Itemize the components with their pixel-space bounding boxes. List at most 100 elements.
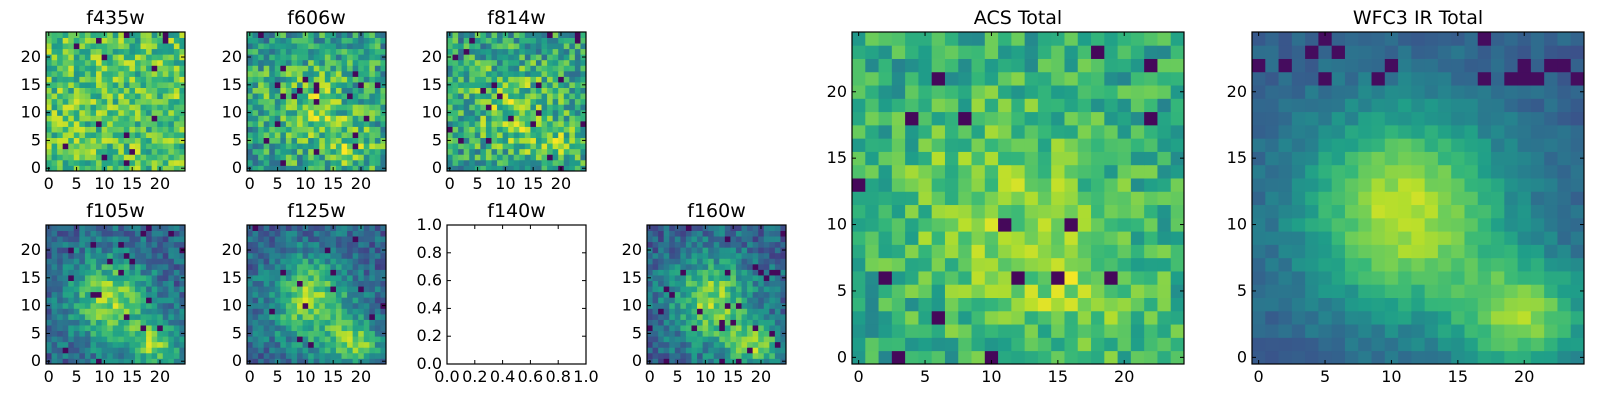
heatmap-cell bbox=[463, 54, 470, 61]
heatmap-cell bbox=[162, 109, 169, 116]
heatmap-cell bbox=[123, 308, 130, 315]
heatmap-cell bbox=[547, 98, 554, 105]
heatmap-cell bbox=[1331, 350, 1346, 365]
heatmap-cell bbox=[358, 126, 365, 133]
y-tick-label: 10 bbox=[21, 296, 41, 315]
heatmap-cell bbox=[958, 71, 972, 86]
heatmap-cell bbox=[84, 263, 91, 270]
heatmap-cell bbox=[998, 191, 1012, 206]
heatmap-cell bbox=[352, 82, 359, 88]
heatmap-cell bbox=[123, 137, 130, 144]
heatmap-cell bbox=[724, 336, 731, 343]
heatmap-cell bbox=[469, 98, 476, 105]
heatmap-cell bbox=[878, 284, 893, 298]
heatmap-cell bbox=[335, 70, 342, 77]
heatmap-cell bbox=[497, 132, 503, 139]
heatmap-cell bbox=[57, 319, 64, 326]
x-tick-label: 10 bbox=[981, 367, 1001, 386]
heatmap-cell bbox=[1037, 111, 1052, 126]
heatmap-cell bbox=[173, 148, 180, 155]
heatmap-cell bbox=[96, 148, 102, 155]
heatmap-cell bbox=[780, 325, 787, 332]
heatmap-cell bbox=[763, 275, 770, 281]
heatmap-cell bbox=[713, 252, 720, 259]
heatmap-cell bbox=[68, 43, 75, 50]
heatmap-cell bbox=[735, 263, 742, 270]
heatmap-cell bbox=[680, 341, 687, 348]
heatmap-cell bbox=[146, 313, 153, 320]
heatmap-cell bbox=[173, 308, 180, 315]
heatmap-cell bbox=[1130, 71, 1145, 86]
heatmap-cell bbox=[341, 263, 348, 270]
heatmap-cell bbox=[508, 65, 515, 72]
heatmap-cell bbox=[998, 124, 1012, 139]
heatmap-cell bbox=[151, 291, 158, 298]
heatmap-cell bbox=[865, 191, 879, 206]
heatmap-cell bbox=[269, 341, 276, 348]
heatmap-cell bbox=[347, 154, 354, 161]
heatmap-cell bbox=[1318, 310, 1333, 325]
heatmap-cell bbox=[112, 76, 119, 83]
heatmap-cell bbox=[297, 115, 303, 122]
heatmap-cell bbox=[73, 352, 80, 359]
heatmap-cell bbox=[1451, 337, 1465, 352]
heatmap-cell bbox=[123, 109, 130, 116]
heatmap-cell bbox=[905, 257, 919, 272]
heatmap-cell bbox=[944, 85, 959, 99]
heatmap-cell bbox=[1024, 204, 1039, 219]
heatmap-cell bbox=[347, 275, 354, 281]
heatmap-cell bbox=[563, 54, 570, 61]
heatmap-cell bbox=[269, 302, 276, 309]
heatmap-cell bbox=[971, 297, 986, 312]
heatmap-cell bbox=[280, 132, 287, 139]
heatmap-cell bbox=[658, 330, 665, 337]
heatmap-cell bbox=[1170, 337, 1185, 352]
heatmap-cell bbox=[107, 98, 114, 105]
heatmap-cell bbox=[1305, 350, 1319, 365]
heatmap-cell bbox=[308, 330, 315, 337]
heatmap-cell bbox=[1557, 204, 1572, 219]
heatmap-cell bbox=[735, 252, 742, 259]
heatmap-cell bbox=[129, 104, 136, 111]
heatmap-cell bbox=[363, 137, 370, 144]
heatmap-cell bbox=[469, 159, 476, 166]
heatmap-cell bbox=[62, 263, 69, 270]
heatmap-cell bbox=[741, 286, 748, 293]
heatmap-cell bbox=[68, 93, 75, 100]
heatmap-cell bbox=[513, 32, 520, 38]
panel-title: f160w bbox=[687, 200, 746, 222]
heatmap-cell bbox=[918, 138, 933, 152]
heatmap-cell bbox=[458, 70, 465, 77]
heatmap-cell bbox=[308, 269, 315, 276]
heatmap-cell bbox=[1517, 244, 1532, 259]
heatmap-cell bbox=[291, 37, 298, 44]
heatmap-cell bbox=[502, 132, 509, 139]
heatmap-cell bbox=[380, 241, 387, 248]
heatmap-cell bbox=[280, 230, 287, 237]
heatmap-cell bbox=[374, 275, 381, 281]
heatmap-cell bbox=[852, 217, 866, 232]
heatmap-cell bbox=[280, 241, 287, 248]
heatmap-cell bbox=[123, 269, 130, 276]
heatmap-cell bbox=[335, 236, 342, 243]
heatmap-cell bbox=[508, 104, 515, 111]
heatmap-cell bbox=[369, 347, 376, 354]
heatmap-cell bbox=[447, 154, 453, 161]
heatmap-cell bbox=[302, 87, 309, 94]
heatmap-cell bbox=[685, 286, 692, 293]
heatmap-cell bbox=[319, 54, 326, 61]
heatmap-cell bbox=[285, 159, 292, 166]
heatmap-cell bbox=[341, 48, 348, 55]
heatmap-cell bbox=[752, 269, 759, 276]
heatmap-cell bbox=[73, 148, 80, 155]
heatmap-cell bbox=[1144, 297, 1158, 312]
heatmap-cell bbox=[140, 247, 147, 254]
heatmap-cell bbox=[297, 352, 303, 359]
heatmap-cell bbox=[291, 252, 298, 259]
heatmap-cell bbox=[1570, 284, 1585, 298]
heatmap-cell bbox=[330, 137, 337, 144]
heatmap-cell bbox=[162, 336, 169, 343]
heatmap-cell bbox=[51, 159, 58, 166]
